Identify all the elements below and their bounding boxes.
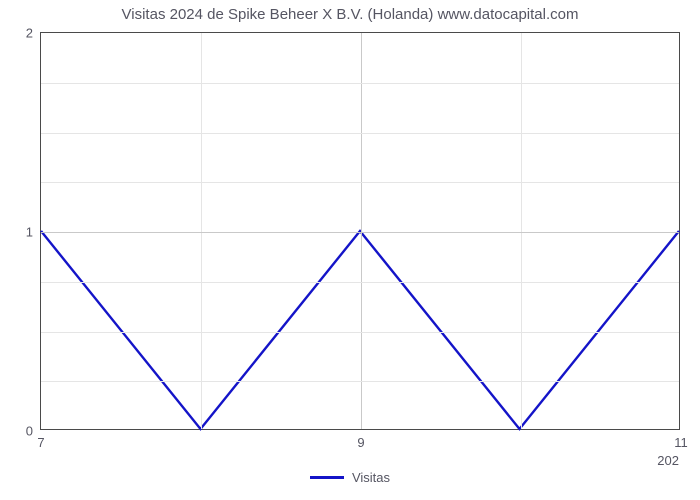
y-tick-label: 0 bbox=[26, 424, 41, 439]
y-tick-label: 1 bbox=[26, 225, 41, 240]
legend-swatch bbox=[310, 476, 344, 479]
x-tick-label: 9 bbox=[357, 429, 364, 450]
series-line bbox=[41, 231, 679, 429]
grid-minor-h bbox=[41, 133, 679, 134]
plot-area: 7911012202 bbox=[40, 32, 680, 430]
grid-minor-v bbox=[201, 33, 202, 429]
grid-major-v bbox=[361, 33, 362, 429]
y-tick-label: 2 bbox=[26, 26, 41, 41]
x-sub-label: 202 bbox=[657, 429, 679, 468]
grid-minor-h bbox=[41, 83, 679, 84]
grid-minor-h bbox=[41, 381, 679, 382]
legend-label: Visitas bbox=[352, 470, 390, 485]
grid-minor-h bbox=[41, 332, 679, 333]
legend: Visitas bbox=[0, 470, 700, 485]
grid-minor-h bbox=[41, 282, 679, 283]
grid-minor-h bbox=[41, 182, 679, 183]
grid-major-h bbox=[41, 232, 679, 233]
line-series bbox=[41, 33, 679, 429]
chart-title: Visitas 2024 de Spike Beheer X B.V. (Hol… bbox=[0, 6, 700, 23]
grid-minor-v bbox=[521, 33, 522, 429]
